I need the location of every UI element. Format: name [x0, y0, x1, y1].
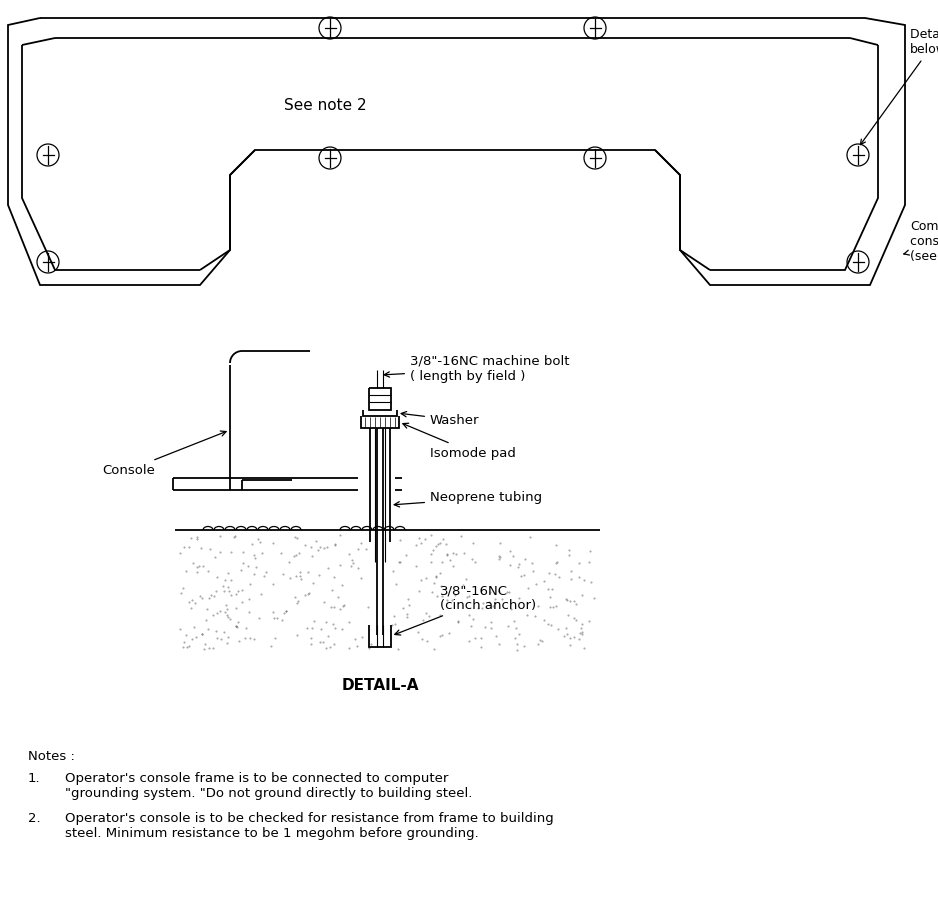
Text: Isomode pad: Isomode pad: [402, 423, 516, 460]
Text: Neoprene tubing: Neoprene tubing: [394, 491, 542, 507]
Text: Computer
console base
(see Note 1): Computer console base (see Note 1): [904, 220, 938, 263]
Text: See note 2: See note 2: [283, 98, 367, 112]
Text: Washer: Washer: [401, 411, 479, 427]
Text: Console: Console: [102, 431, 226, 477]
Text: 2.: 2.: [28, 812, 40, 825]
Text: Operator's console is to be checked for resistance from frame to building
steel.: Operator's console is to be checked for …: [65, 812, 553, 840]
Text: 3/8"-16NC machine bolt
( length by field ): 3/8"-16NC machine bolt ( length by field…: [385, 355, 569, 383]
Text: Operator's console frame is to be connected to computer
"grounding system. "Do n: Operator's console frame is to be connec…: [65, 772, 473, 800]
Text: Detail A
below: Detail A below: [860, 28, 938, 145]
Text: DETAIL-A: DETAIL-A: [341, 677, 418, 692]
Text: 1.: 1.: [28, 772, 40, 785]
Text: Notes :: Notes :: [28, 750, 75, 763]
Text: 3/8"-16NC
(cinch anchor): 3/8"-16NC (cinch anchor): [395, 584, 537, 635]
